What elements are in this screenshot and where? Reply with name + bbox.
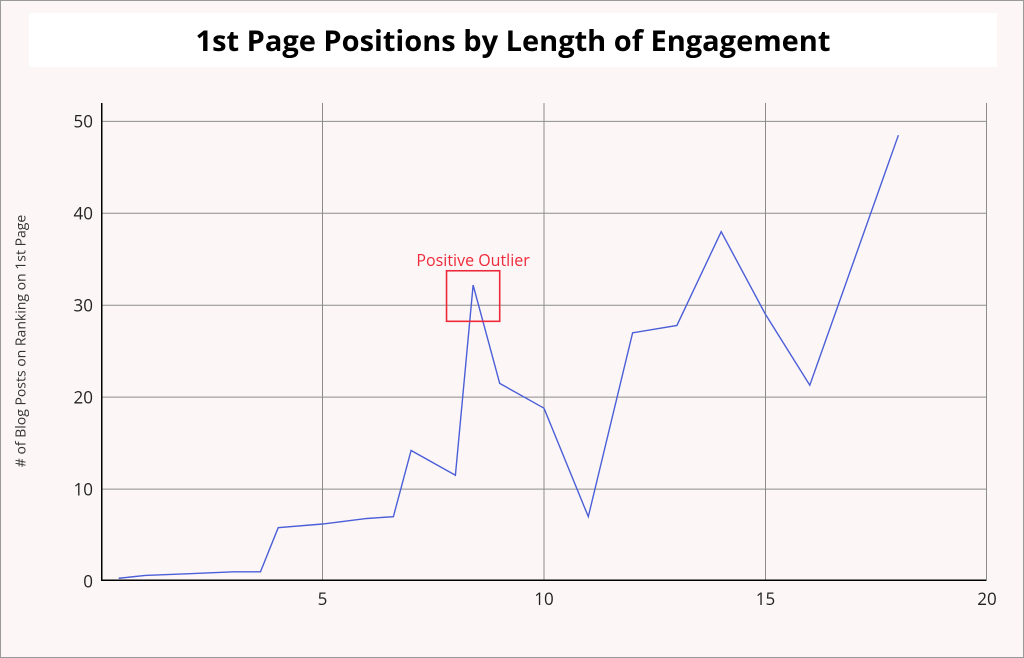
plot-area [101, 103, 987, 581]
y-tick-label: 20 [53, 386, 93, 409]
x-tick-label: 10 [534, 587, 553, 610]
y-tick-label: 0 [53, 570, 93, 593]
y-tick-label: 50 [53, 110, 93, 133]
chart-title: 1st Page Positions by Length of Engageme… [196, 21, 831, 60]
chart-container: 1st Page Positions by Length of Engageme… [0, 0, 1024, 658]
y-tick-label: 40 [53, 202, 93, 225]
chart-title-box: 1st Page Positions by Length of Engageme… [29, 13, 997, 67]
y-tick-label: 30 [53, 294, 93, 317]
annotation-label: Positive Outlier [416, 249, 529, 271]
y-axis-label: # of Blog Posts on Ranking on 1st Page [12, 215, 31, 467]
x-tick-label: 20 [977, 587, 996, 610]
x-tick-label: 5 [318, 587, 328, 610]
x-tick-label: 15 [756, 587, 775, 610]
y-tick-label: 10 [53, 478, 93, 501]
